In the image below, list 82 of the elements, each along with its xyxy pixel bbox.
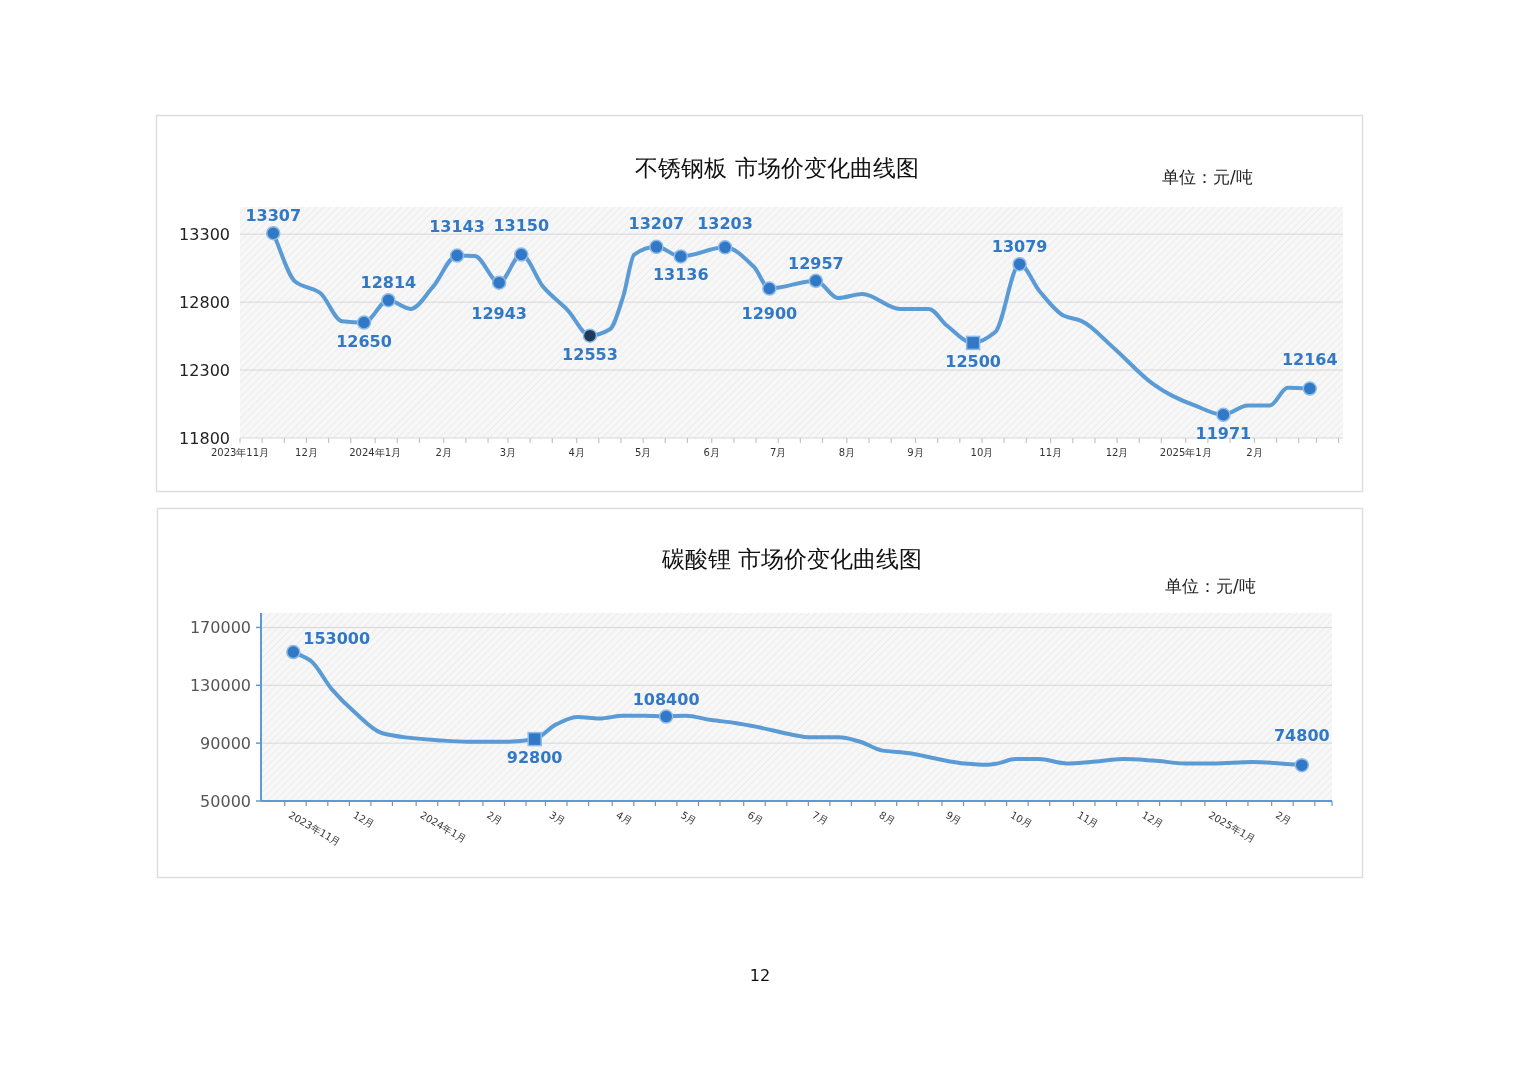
point [1012, 256, 1027, 272]
x-tick-label: 9月 [943, 809, 964, 827]
point [582, 328, 598, 343]
point [649, 239, 664, 255]
point [1302, 381, 1318, 396]
x-tick-label: 10月 [1008, 809, 1034, 831]
point [265, 225, 281, 241]
x-tick-label: 5月 [678, 809, 699, 827]
x-tick-label: 4月 [614, 809, 634, 827]
text: 单位：元/吨 [1162, 167, 1253, 187]
x-tick-label: 11月 [1075, 809, 1101, 831]
point [527, 731, 542, 747]
data-label: 12164 [1281, 349, 1338, 369]
data-label: 153000 [303, 629, 371, 649]
x-tick-label: 2024年1月 [349, 447, 402, 458]
point [286, 644, 301, 660]
x-tick-label: 2023年11月 [210, 447, 270, 458]
data-label: 74800 [1273, 726, 1330, 746]
data-label: 12943 [471, 303, 527, 323]
x-tick-label: 8月 [838, 447, 856, 458]
point [658, 709, 674, 724]
x-tick-label: 6月 [703, 447, 720, 458]
data-label: 13307 [245, 206, 302, 226]
y-tick-label: 12800 [179, 293, 230, 313]
chart-title: 不锈钢板 市场价变化曲线图 [635, 155, 919, 181]
data-label: 13203 [697, 214, 753, 234]
point [808, 273, 824, 289]
x-tick-label: 12月 [1105, 447, 1129, 458]
x-tick-label: 10月 [970, 447, 994, 458]
x-tick-label: 11月 [1039, 447, 1063, 458]
data-label: 11971 [1195, 423, 1252, 443]
x-tick-label: 3月 [547, 809, 568, 827]
point [381, 292, 396, 308]
point [491, 275, 507, 290]
point [762, 281, 777, 296]
data-label: 13207 [628, 213, 685, 233]
point [1294, 757, 1310, 773]
data-label: 12500 [945, 351, 1001, 371]
x-tick-label: 8月 [877, 809, 897, 827]
x-tick-label: 12月 [295, 447, 318, 458]
x-tick-label: 7月 [770, 447, 787, 458]
x-tick-label: 2月 [1273, 809, 1294, 827]
data-label: 13143 [429, 216, 485, 236]
y-tick-label: 12300 [179, 361, 230, 381]
point [514, 247, 529, 262]
text: 12 [749, 966, 771, 985]
data-label: 13079 [991, 237, 1048, 257]
x-tick-label: 7月 [810, 809, 831, 827]
point [356, 315, 372, 330]
y-tick-label: 50000 [200, 792, 251, 811]
x-tick-label: 9月 [907, 447, 924, 458]
x-tick-label: 12月 [1140, 809, 1166, 831]
data-label: 12553 [562, 344, 618, 364]
data-label: 92800 [506, 748, 563, 768]
point [717, 240, 733, 255]
x-tick-label: 2月 [435, 447, 452, 458]
y-tick-label: 13300 [179, 225, 230, 245]
x-tick-label: 5月 [634, 447, 652, 458]
chart-title: 碳酸锂 市场价变化曲线图 [660, 546, 923, 572]
point [965, 335, 981, 351]
data-label: 12650 [336, 331, 392, 351]
y-tick-label: 11800 [179, 429, 230, 448]
x-tick-label: 2025年1月 [1159, 447, 1212, 458]
y-tick-label: 90000 [200, 734, 251, 754]
data-label: 12957 [788, 253, 844, 273]
x-tick-label: 6月 [745, 809, 766, 827]
text: 单位：元/吨 [1165, 576, 1256, 596]
y-tick-label: 170000 [189, 618, 251, 638]
x-tick-label: 4月 [568, 447, 585, 458]
y-tick-label: 130000 [189, 676, 251, 696]
point [673, 249, 689, 264]
x-tick-label: 2月 [484, 809, 505, 827]
data-label: 13150 [493, 215, 550, 235]
x-tick-label: 3月 [499, 447, 517, 458]
x-tick-label: 12月 [351, 809, 377, 831]
point [1216, 407, 1231, 423]
data-label: 108400 [632, 689, 700, 709]
data-label: 12814 [360, 273, 417, 293]
x-tick-label: 2月 [1246, 447, 1263, 458]
point [449, 248, 465, 263]
data-label: 12900 [741, 303, 798, 323]
data-label: 13136 [652, 265, 709, 285]
